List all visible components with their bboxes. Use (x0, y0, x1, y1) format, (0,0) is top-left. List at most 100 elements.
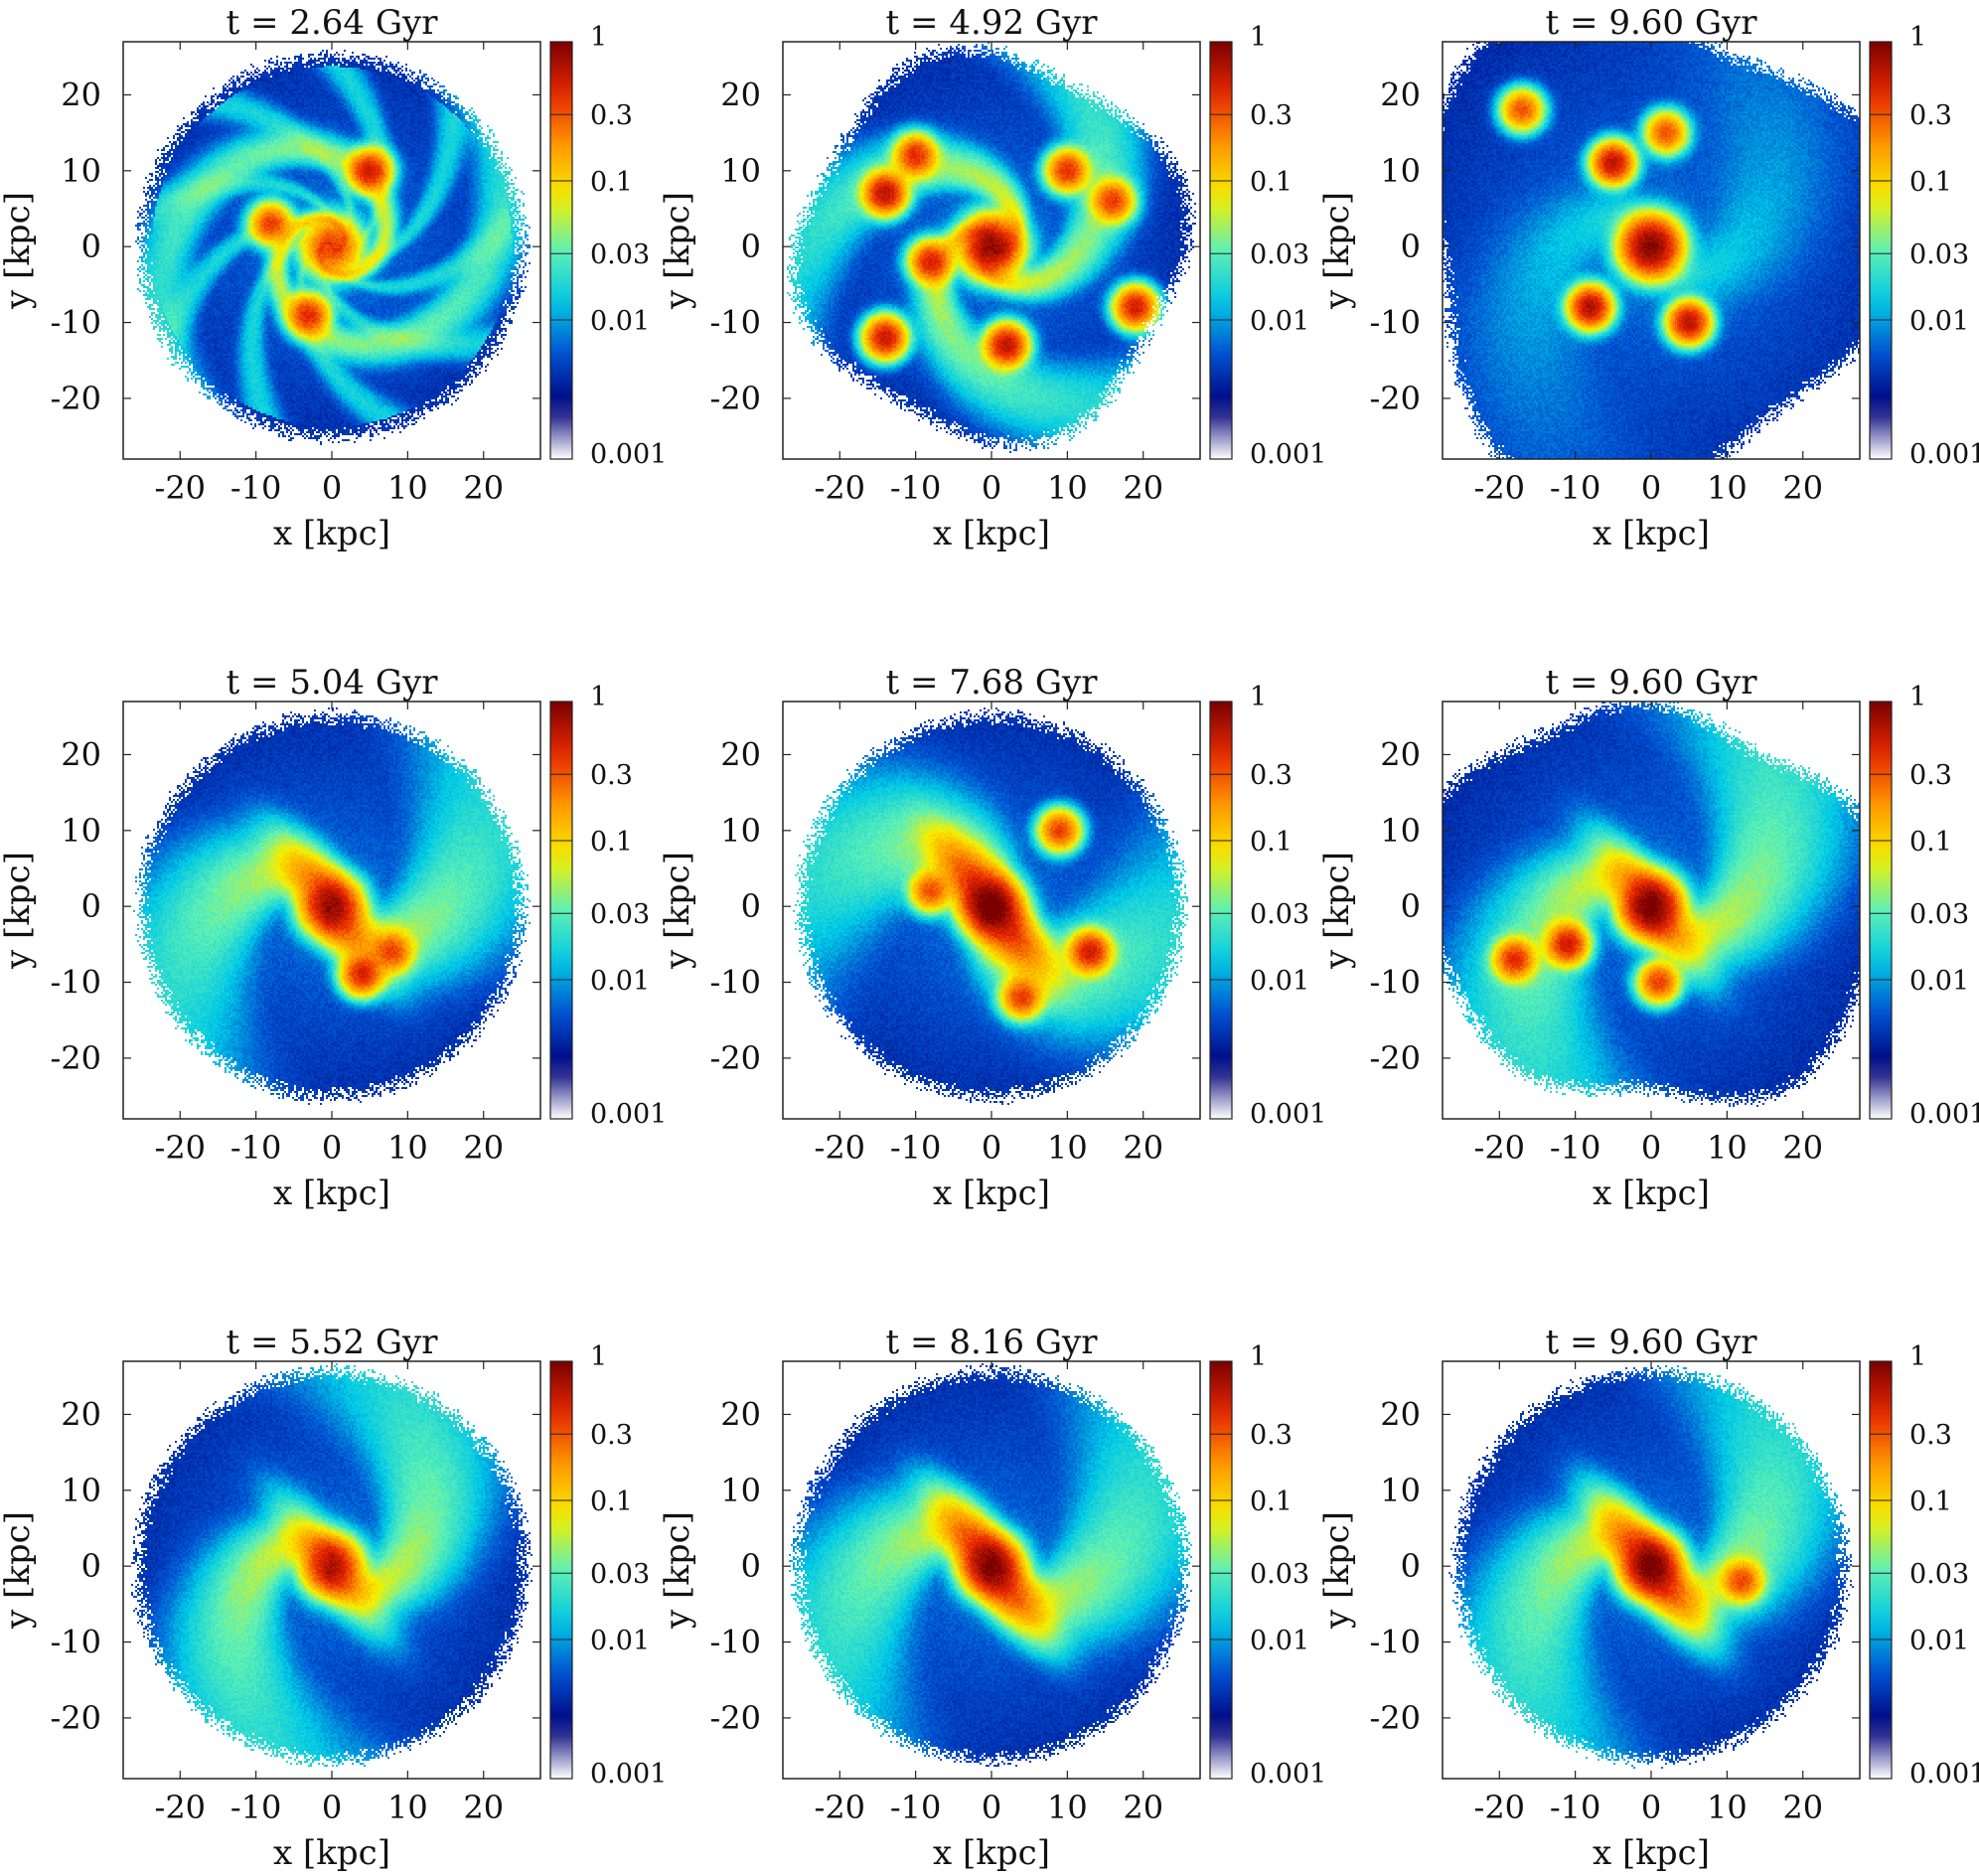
colorbar (549, 1360, 573, 1780)
colorbar-tick-label: 0.03 (1909, 1559, 1969, 1590)
y-axis-label: y [kpc] (1317, 852, 1357, 970)
panel-3: t = 9.60 Gyr -20 -10 0 10 20 -20 -10 0 10 20 x [kpc… (1317, 3, 1979, 553)
x-tick-label: -10 (890, 1129, 942, 1167)
x-tick-label: 0 (1641, 469, 1661, 507)
colorbar-tick-label: 0.03 (590, 899, 650, 930)
panel-title: t = 9.60 Gyr (1546, 3, 1758, 43)
panel-2: t = 4.92 Gyr -20 -10 0 10 20 -20 -10 0 10 20 x [kpc… (658, 3, 1326, 553)
panel-title: t = 7.68 Gyr (886, 663, 1099, 703)
colorbar-tick-label: 0.1 (1909, 167, 1952, 198)
x-tick-label: -20 (1474, 1789, 1526, 1826)
x-tick-label: 10 (1047, 469, 1088, 507)
x-tick-label: 10 (387, 1789, 428, 1826)
y-axis-label: y [kpc] (0, 852, 38, 970)
x-tick-label: 20 (463, 469, 504, 507)
colorbar-tick-label: 0.1 (1250, 167, 1293, 198)
x-tick-label: -20 (155, 1789, 207, 1826)
colorbar-tick-label: 0.01 (1250, 966, 1309, 997)
y-tick-label: 10 (1380, 812, 1421, 850)
y-tick-label: -20 (1369, 1039, 1421, 1077)
panel-title: t = 5.04 Gyr (227, 663, 439, 703)
density-map (123, 702, 540, 1119)
density-map (123, 42, 540, 459)
colorbar-tick-label: 0.01 (1909, 306, 1969, 337)
x-tick-label: 20 (463, 1789, 504, 1826)
panel-title: t = 8.16 Gyr (886, 1323, 1099, 1362)
x-tick-label: 0 (322, 1789, 342, 1826)
colorbar-tick-label: 0.01 (1250, 306, 1309, 337)
y-tick-label: 20 (1380, 735, 1421, 773)
y-tick-label: -10 (709, 964, 761, 1002)
x-tick-label: -20 (815, 1789, 866, 1826)
x-tick-label: 0 (982, 1129, 1001, 1167)
y-tick-label: -10 (50, 964, 101, 1002)
colorbar-tick-label: 0.01 (590, 966, 650, 997)
panel-1: t = 2.64 Gyr -20 -10 0 10 20 -20 -10 0 10 20 x [kpc… (0, 3, 667, 553)
x-tick-label: -20 (815, 469, 866, 507)
density-map (123, 1361, 540, 1779)
panel-9: t = 9.60 Gyr -20 -10 0 10 20 -20 -10 0 10 20 x [kpc… (1317, 1323, 1979, 1873)
density-map (1443, 42, 1860, 459)
x-tick-label: 0 (982, 469, 1001, 507)
y-tick-label: 10 (61, 812, 101, 850)
colorbar (1869, 701, 1893, 1120)
x-tick-label: -10 (1550, 469, 1601, 507)
colorbar-tick-label: 0.001 (1909, 439, 1979, 470)
density-map (783, 42, 1200, 459)
y-tick-label: -20 (1369, 1699, 1421, 1737)
colorbar-tick-label: 0.1 (590, 827, 633, 858)
y-tick-label: -20 (709, 1039, 761, 1077)
colorbar-tick-label: 1 (1909, 1341, 1926, 1372)
x-tick-label: 10 (387, 469, 428, 507)
y-tick-label: 20 (61, 76, 101, 113)
y-tick-label: 10 (720, 812, 761, 850)
colorbar-tick-label: 0.01 (590, 306, 650, 337)
colorbar-tick-label: 0.001 (1250, 1099, 1326, 1130)
y-axis-label: y [kpc] (658, 1511, 697, 1630)
x-axis-label: x [kpc] (1593, 514, 1710, 553)
y-axis-label: y [kpc] (1317, 1511, 1357, 1630)
y-axis-label: y [kpc] (658, 852, 697, 970)
y-tick-label: 20 (720, 1395, 761, 1433)
colorbar-tick-label: 0.01 (1909, 966, 1969, 997)
colorbar-tick-label: 0.03 (1909, 899, 1969, 930)
panel-title: t = 9.60 Gyr (1546, 663, 1758, 703)
x-axis-label: x [kpc] (933, 1833, 1050, 1873)
colorbar-tick-label: 0.001 (590, 1759, 667, 1790)
y-tick-label: -20 (50, 1699, 101, 1737)
colorbar-tick-label: 1 (590, 682, 607, 712)
x-tick-label: 0 (322, 469, 342, 507)
colorbar-tick-label: 0.01 (1250, 1626, 1309, 1656)
colorbar-tick-label: 0.1 (1909, 827, 1952, 858)
x-tick-label: -10 (1550, 1789, 1601, 1826)
y-tick-label: -10 (1369, 304, 1421, 342)
y-tick-label: -20 (709, 380, 761, 417)
panel-8: t = 8.16 Gyr -20 -10 0 10 20 -20 -10 0 10 20 x [kpc… (658, 1323, 1326, 1873)
colorbar-tick-label: 0.3 (1250, 100, 1293, 131)
colorbar-tick-label: 0.001 (590, 439, 667, 470)
colorbar (549, 701, 573, 1120)
colorbar-tick-label: 0.3 (590, 760, 633, 791)
panel-title: t = 5.52 Gyr (227, 1323, 439, 1362)
y-tick-label: 0 (1401, 887, 1421, 925)
x-tick-label: -20 (1474, 1129, 1526, 1167)
colorbar-tick-label: 0.3 (1250, 1420, 1293, 1451)
colorbar-tick-label: 1 (1250, 682, 1267, 712)
colorbar-tick-label: 0.03 (1250, 899, 1309, 930)
x-axis-label: x [kpc] (1593, 1833, 1710, 1873)
colorbar-tick-label: 0.01 (1909, 1626, 1969, 1656)
y-tick-label: 20 (1380, 1395, 1421, 1433)
x-tick-label: -10 (890, 1789, 942, 1826)
y-tick-label: 0 (1401, 1547, 1421, 1585)
colorbar-tick-label: 0.3 (590, 100, 633, 131)
x-tick-label: 10 (1047, 1129, 1088, 1167)
x-axis-label: x [kpc] (273, 514, 390, 553)
x-tick-label: 20 (1123, 1789, 1163, 1826)
y-tick-label: -10 (1369, 964, 1421, 1002)
y-tick-label: -20 (50, 380, 101, 417)
panel-7: t = 5.52 Gyr -20 -10 0 10 20 -20 -10 0 10 20 x [kpc… (0, 1323, 667, 1873)
y-axis-label: y [kpc] (0, 192, 38, 310)
colorbar-tick-label: 1 (1250, 1341, 1267, 1372)
y-tick-label: 0 (81, 887, 101, 925)
x-tick-label: -20 (815, 1129, 866, 1167)
